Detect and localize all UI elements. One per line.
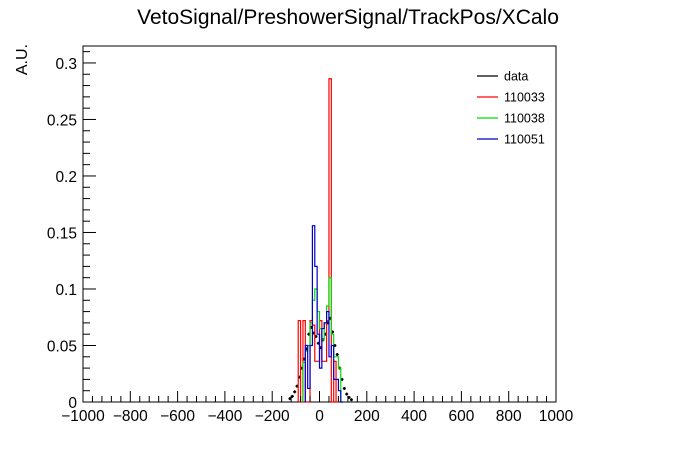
x-tick-label: 400 [401, 408, 427, 425]
legend-label: 110033 [504, 91, 545, 105]
histogram-bin [334, 379, 336, 402]
x-tick-label: −1000 [61, 408, 105, 425]
x-tick-label: 800 [496, 408, 522, 425]
x-tick-label: −400 [207, 408, 242, 425]
series-data [288, 316, 353, 402]
y-tick-label: 0.25 [47, 112, 77, 129]
histogram-bin [329, 357, 331, 402]
x-tick-label: −200 [255, 408, 290, 425]
y-tick-label: 0 [68, 395, 77, 412]
histogram-bin [322, 329, 324, 402]
x-tick-label: 600 [448, 408, 474, 425]
x-tick-label: 1000 [539, 408, 574, 425]
histogram-bin [298, 321, 300, 402]
histogram-bin [327, 312, 329, 402]
histogram-bin [315, 266, 317, 402]
legend-label: data [504, 70, 528, 84]
histogram-bin [324, 323, 326, 402]
y-tick-label: 0.15 [47, 225, 77, 242]
histogram-bin [305, 345, 307, 402]
x-tick-label: −600 [160, 408, 195, 425]
histogram-bin [331, 345, 333, 402]
series-layer [288, 78, 353, 403]
histogram-bin [310, 345, 312, 402]
axis-layer: −1000 −800 −600 −400 −200 0 200 400 600 800 1000 0 0… [47, 51, 574, 425]
step-line-110051 [304, 225, 344, 403]
series-110051 [304, 225, 344, 403]
y-tick-label: 0.3 [55, 56, 77, 73]
legend-label: 110038 [504, 112, 545, 126]
y-tick-label: 0.1 [55, 282, 77, 299]
x-tick-label: 0 [315, 408, 324, 425]
y-axis-label: A.U. [14, 44, 31, 75]
x-tick-label: 200 [354, 408, 380, 425]
legend: data 110033 110038 110051 [477, 70, 545, 147]
y-tick-label: 0.2 [55, 169, 77, 186]
legend-label: 110051 [504, 133, 545, 147]
x-tick-label: −800 [113, 408, 148, 425]
y-tick-label: 0.05 [47, 338, 77, 355]
histogram-bin [312, 226, 314, 402]
chart-title: VetoSignal/PreshowerSignal/TrackPos/XCal… [137, 6, 559, 29]
